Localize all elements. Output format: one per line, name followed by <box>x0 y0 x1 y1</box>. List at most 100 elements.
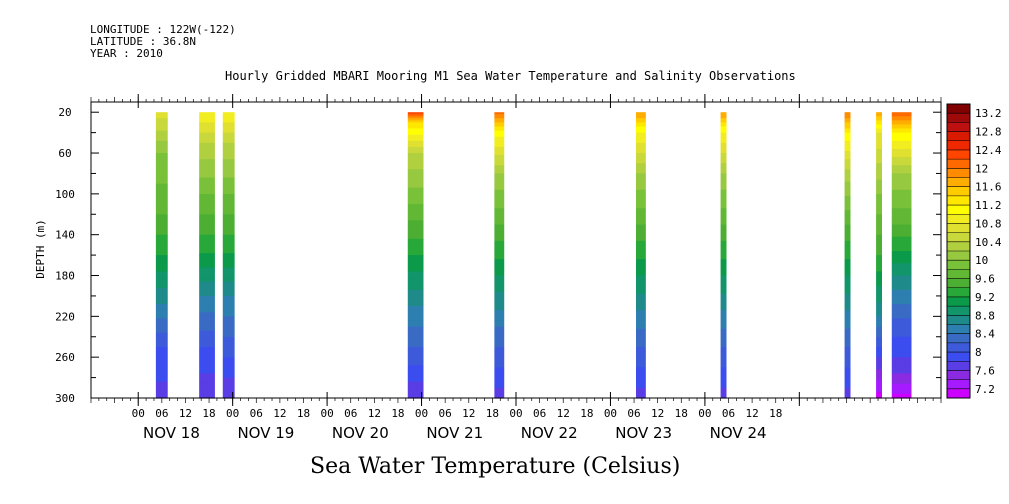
data-cell <box>407 300 424 303</box>
data-cell <box>494 183 505 187</box>
data-cell <box>876 344 882 348</box>
data-cell <box>222 197 235 201</box>
data-cell <box>155 146 168 150</box>
data-cell <box>494 291 505 295</box>
colorbar-swatch <box>947 278 970 289</box>
data-cell <box>891 138 912 142</box>
data-cell <box>407 269 424 272</box>
data-cell <box>636 144 646 148</box>
data-cell <box>844 181 851 185</box>
data-cell <box>720 218 727 221</box>
data-cell <box>199 220 215 223</box>
data-cell <box>494 161 505 164</box>
data-cell <box>720 151 727 154</box>
data-cell <box>891 202 912 205</box>
data-cell <box>876 232 882 236</box>
data-cell <box>720 314 727 317</box>
data-cell <box>636 302 646 305</box>
data-cell <box>155 251 168 254</box>
data-cell <box>720 179 727 183</box>
data-cell <box>636 236 646 240</box>
data-cell <box>844 332 851 336</box>
data-cell <box>222 193 235 197</box>
data-cell <box>199 130 215 134</box>
colorbar-swatch <box>947 131 970 142</box>
data-cell <box>407 214 424 217</box>
data-cell <box>494 128 505 132</box>
data-cell <box>222 324 235 328</box>
data-cell <box>494 242 505 246</box>
data-cell <box>876 149 882 152</box>
data-cell <box>720 291 727 295</box>
data-cell <box>720 283 727 287</box>
data-cell <box>199 114 215 117</box>
data-cell <box>199 249 215 252</box>
data-cell <box>636 289 646 293</box>
data-cell <box>155 257 168 260</box>
data-cell <box>720 259 727 262</box>
data-cell <box>720 381 727 385</box>
data-cell <box>876 142 882 146</box>
colorbar-swatch <box>947 241 970 252</box>
data-cell <box>891 326 912 330</box>
data-cell <box>494 312 505 315</box>
data-cell <box>720 240 727 244</box>
data-cell <box>636 347 646 350</box>
data-cell <box>844 393 851 397</box>
data-cell <box>494 124 505 128</box>
data-cell <box>155 332 168 336</box>
data-cell <box>844 338 851 342</box>
data-cell <box>155 371 168 375</box>
data-cell <box>876 359 882 362</box>
x-hour-label: 18 <box>769 407 782 420</box>
data-cell <box>155 232 168 236</box>
data-cell <box>407 316 424 319</box>
colorbar-label: 9.6 <box>975 273 995 286</box>
data-cell <box>155 322 168 326</box>
data-cell <box>407 220 424 223</box>
data-cell <box>199 271 215 274</box>
data-cell <box>155 267 168 270</box>
data-cell <box>155 393 168 397</box>
data-cell <box>222 169 235 172</box>
data-cell <box>494 222 505 225</box>
data-cell <box>407 287 424 291</box>
data-cell <box>222 128 235 132</box>
data-cell <box>494 151 505 154</box>
data-cell <box>494 271 505 274</box>
x-day-label: NOV 23 <box>615 424 672 442</box>
data-cell <box>636 240 646 244</box>
data-cell <box>494 295 505 299</box>
data-cell <box>222 293 235 297</box>
data-cell <box>891 300 912 303</box>
data-cell <box>199 179 215 183</box>
colorbar-label: 12.4 <box>975 144 1002 157</box>
data-cell <box>222 218 235 221</box>
data-cell <box>636 387 646 391</box>
data-cell <box>636 165 646 168</box>
data-cell <box>636 200 646 203</box>
data-cell <box>720 208 727 211</box>
data-cell <box>876 377 882 381</box>
data-cell <box>407 340 424 344</box>
data-cell <box>407 365 424 368</box>
data-cell <box>222 175 235 179</box>
data-cell <box>222 285 235 289</box>
data-cell <box>891 230 912 234</box>
data-cell <box>636 340 646 344</box>
data-cell <box>720 244 727 248</box>
data-cell <box>222 132 235 136</box>
data-cell <box>876 340 882 344</box>
data-cell <box>199 146 215 150</box>
data-cell <box>844 218 851 221</box>
data-cell <box>720 261 727 264</box>
data-cell <box>720 396 727 399</box>
data-cell <box>155 118 168 121</box>
data-cell <box>494 373 505 377</box>
data-cell <box>494 336 505 340</box>
colorbar-swatch <box>947 232 970 243</box>
data-cell <box>891 310 912 313</box>
colorbar-label: 10 <box>975 254 988 267</box>
data-cell <box>844 232 851 236</box>
data-cell <box>155 342 168 346</box>
